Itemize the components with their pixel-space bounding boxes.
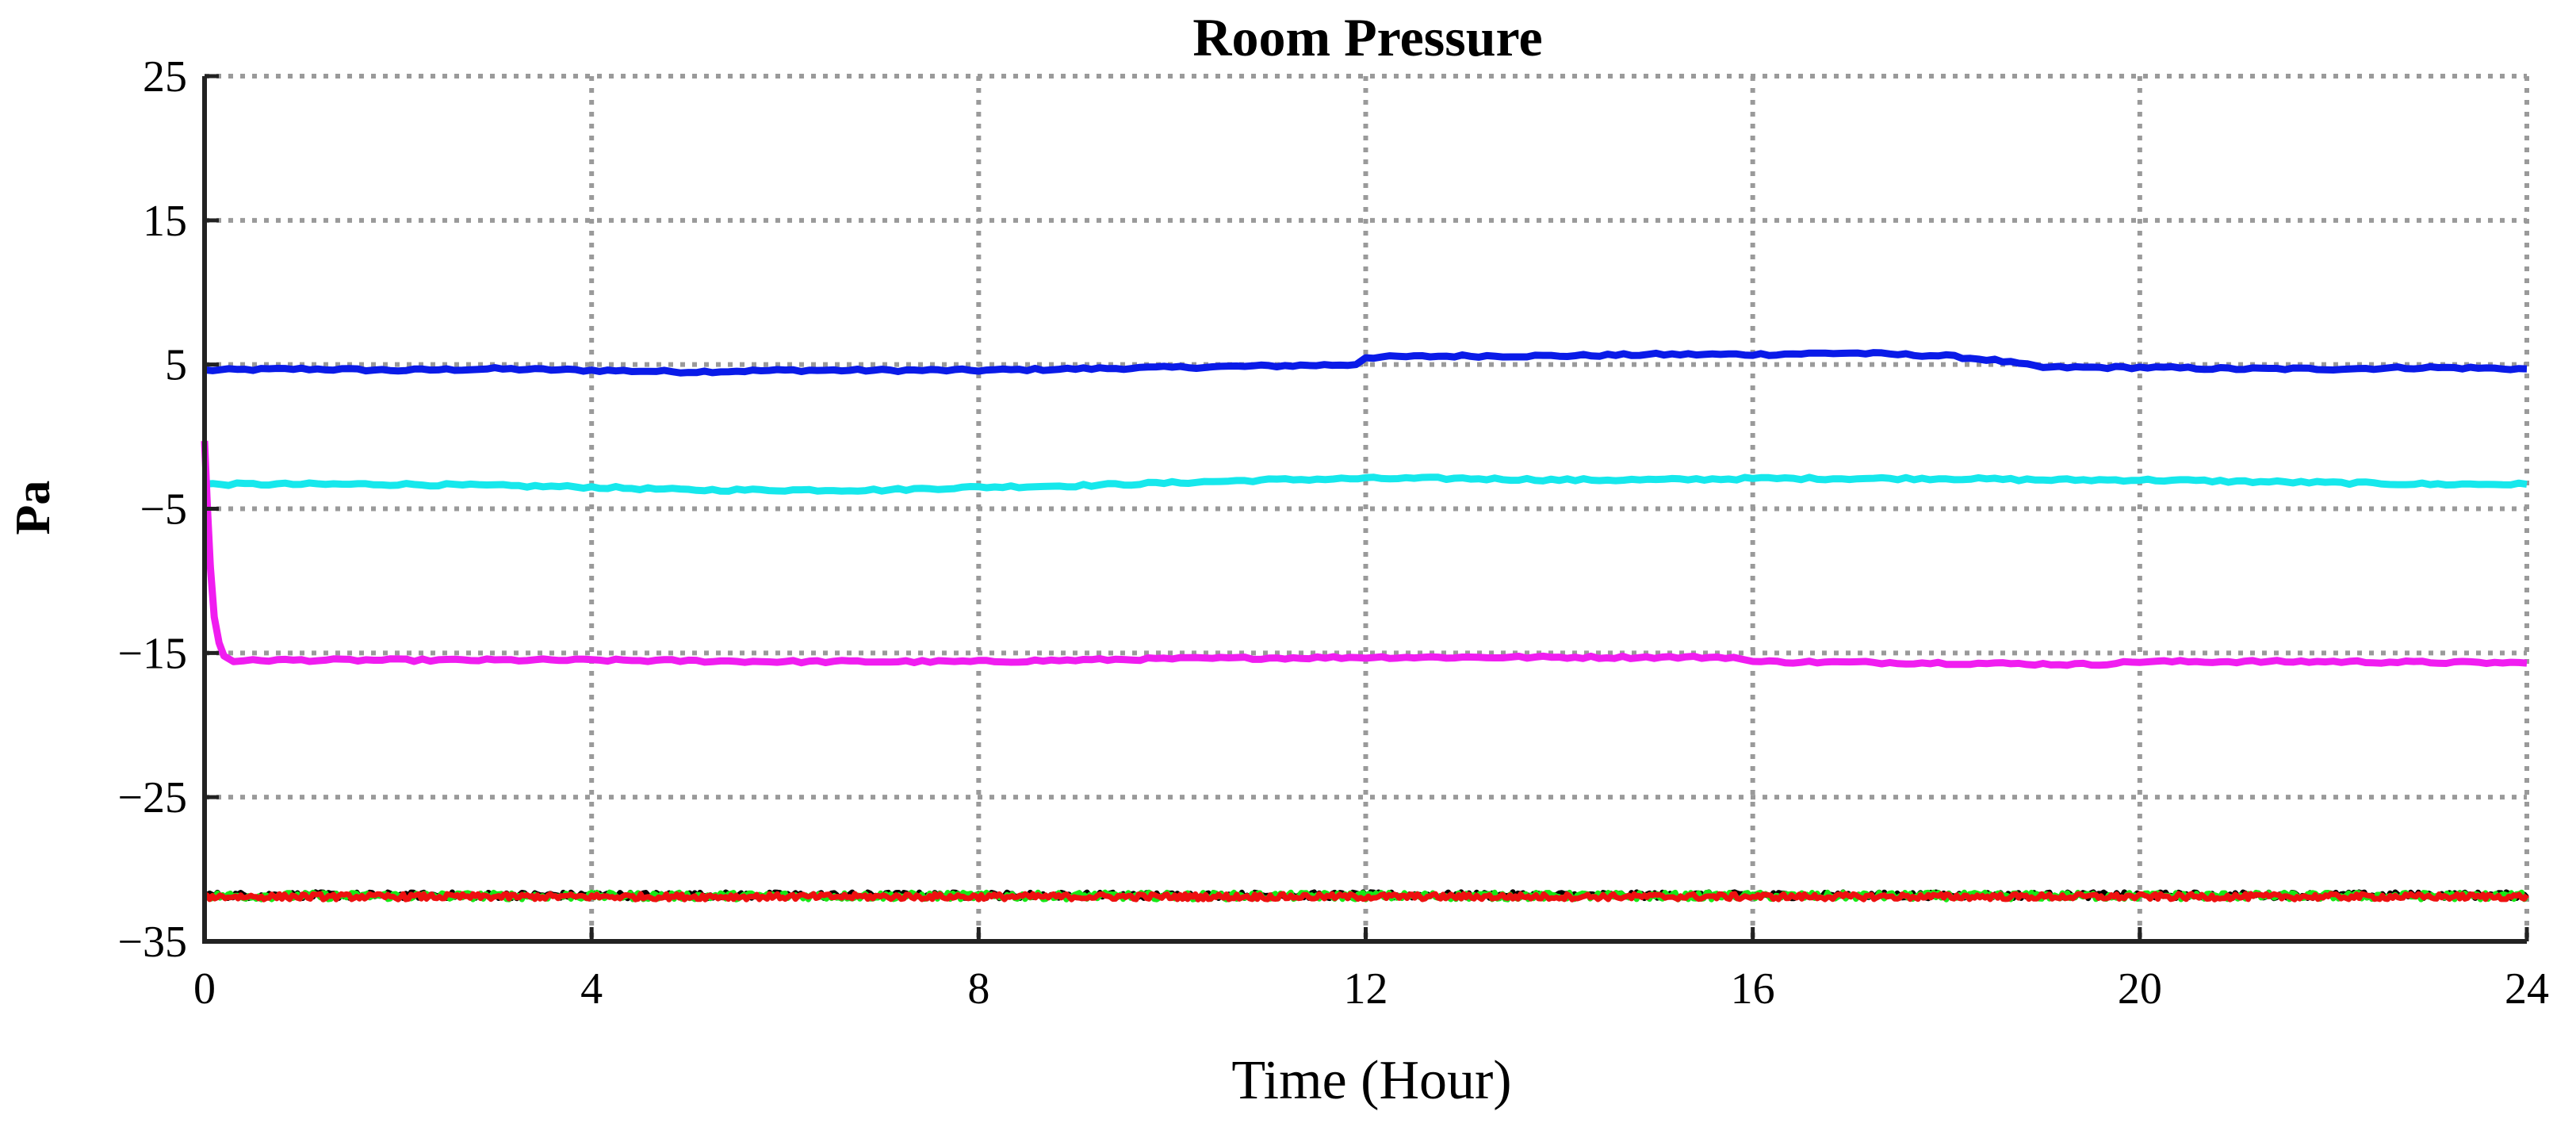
x-tick-label: 8	[967, 964, 989, 1014]
x-axis-label: Time (Hour)	[1231, 1050, 1511, 1111]
x-tick-label: 12	[1344, 964, 1388, 1014]
chart-title: Room Pressure	[1192, 7, 1542, 67]
x-tick-label: 20	[2118, 964, 2162, 1014]
y-tick-label: 5	[165, 341, 187, 390]
series-group	[201, 349, 2529, 903]
series-line-6	[203, 891, 2529, 903]
series-line-2	[204, 473, 2528, 495]
tick-labels: 0 4 8 12 16 20 24 25 15 5 −5 −15 −25 −35	[117, 52, 2549, 1014]
x-tick-label: 4	[580, 964, 603, 1014]
x-tick-label: 0	[193, 964, 216, 1014]
y-tick-label: −15	[117, 629, 187, 678]
x-tick-label: 24	[2505, 964, 2549, 1014]
y-axis-label: Pa	[6, 481, 60, 535]
series-line-1	[204, 349, 2528, 377]
y-tick-label: −25	[117, 773, 187, 822]
y-tick-label: 25	[143, 52, 187, 102]
x-tick-label: 16	[1731, 964, 1775, 1014]
y-tick-label: −5	[140, 485, 187, 535]
axes	[202, 74, 2529, 944]
y-tick-label: −35	[117, 918, 187, 967]
y-tick-label: 15	[143, 197, 187, 246]
grid-lines	[202, 74, 2529, 944]
series-line-3	[201, 440, 2528, 669]
